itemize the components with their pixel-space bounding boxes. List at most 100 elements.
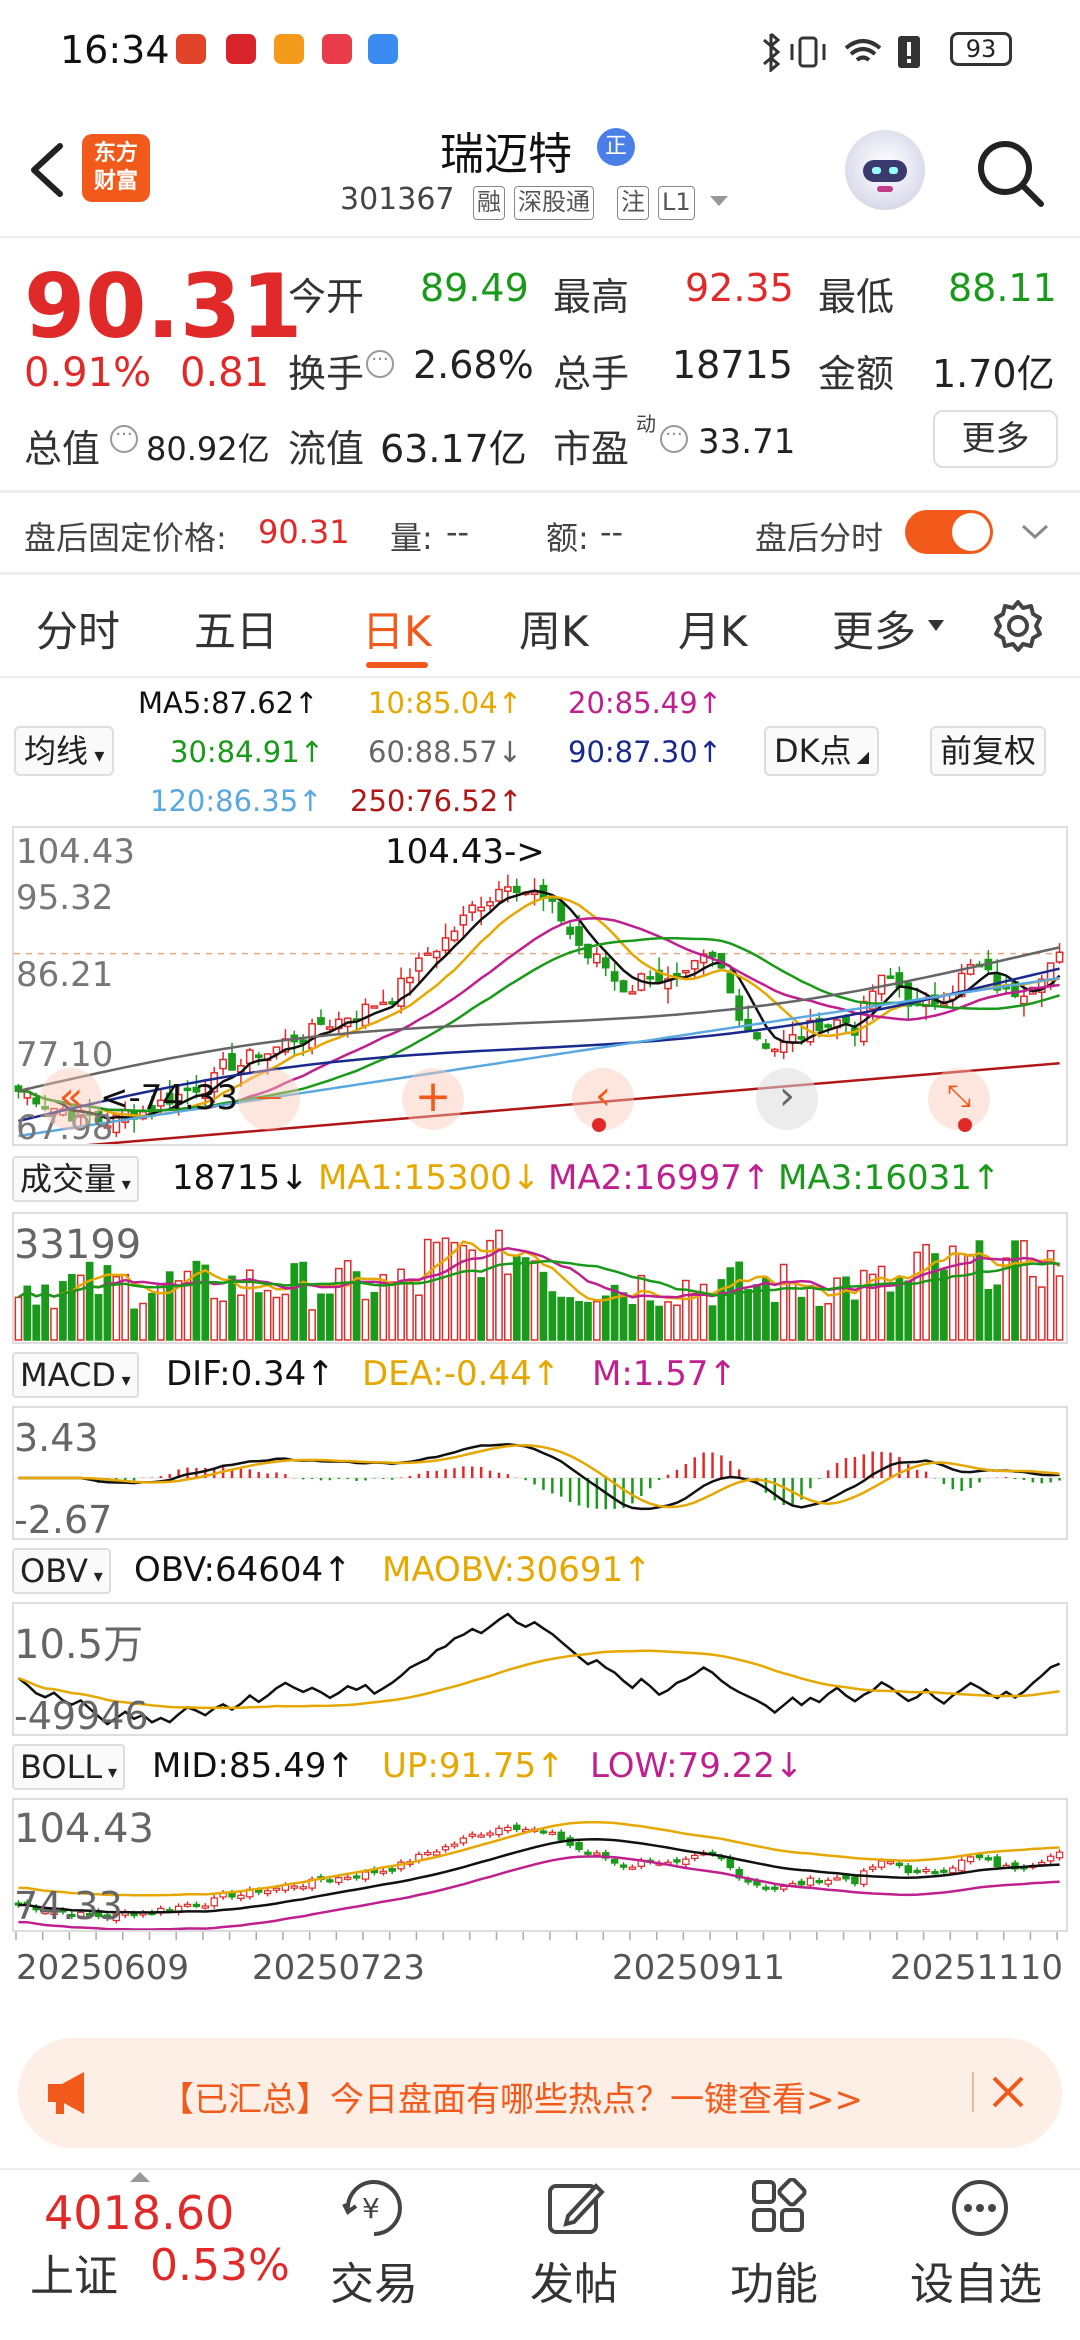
boll-candle-body (50, 1911, 58, 1916)
index-value[interactable]: 4018.60 (44, 2186, 235, 2240)
volume-chart-panel[interactable] (12, 1212, 1068, 1344)
nav-post[interactable]: 发帖 (530, 2259, 618, 2310)
candle-body (575, 926, 583, 946)
obv-y-bottom: -49946 (14, 1694, 149, 1738)
zoom-in-button[interactable]: + (402, 1068, 464, 1130)
tab-five-day[interactable]: 五日 (194, 607, 279, 656)
dk-point-button[interactable]: DK点 ◢ (764, 726, 880, 776)
boll-candle-body (468, 1833, 476, 1837)
volume-bar (379, 1274, 388, 1341)
boll-candle-body (806, 1877, 815, 1886)
tab-daily-k[interactable]: 日K (362, 607, 432, 656)
volume-ma3-line (17, 1260, 1060, 1299)
boll-indicator-select[interactable]: BOLL ▾ (12, 1744, 125, 1790)
boll-candle-body (388, 1867, 396, 1872)
volume-bar (228, 1275, 236, 1341)
volume-bar (343, 1260, 352, 1341)
candle-body (512, 885, 521, 894)
nav-add-watchlist[interactable]: 设自选 (910, 2259, 1042, 2310)
after-hours-toggle[interactable] (905, 510, 993, 554)
info-icon[interactable]: ··· (660, 425, 688, 453)
boll-candle-body (1055, 1851, 1064, 1859)
obv-chart (17, 1612, 1061, 1726)
boll-candle-body (477, 1834, 485, 1838)
volume-bar (23, 1285, 32, 1341)
index-percent[interactable]: 0.53% (150, 2240, 290, 2291)
ma5-value: MA5:87.62↑ (138, 686, 319, 720)
info-icon[interactable]: ··· (366, 350, 394, 378)
nav-trade[interactable]: 交易 (330, 2259, 418, 2310)
price-adjust-button[interactable]: 前复权 (930, 726, 1047, 776)
functions-icon[interactable] (750, 2178, 808, 2236)
robot-icon (863, 160, 907, 192)
boll-candle-body (851, 1876, 859, 1885)
boll-candle-body (824, 1879, 832, 1885)
post-icon[interactable] (546, 2178, 606, 2238)
volume-indicator-select[interactable]: 成交量 ▾ (12, 1156, 139, 1202)
boll-up: UP:91.75↑ (382, 1746, 565, 1786)
boll-candle-body (441, 1846, 450, 1851)
settings-gear-icon[interactable] (990, 598, 1046, 654)
volume-bar (192, 1260, 201, 1341)
candle-body (895, 972, 904, 988)
volume-bar (788, 1282, 797, 1341)
cloud-icon (368, 34, 398, 64)
search-button[interactable] (975, 138, 1045, 208)
more-dots-icon[interactable] (950, 2178, 1010, 2238)
tab-more[interactable]: 更多 (832, 607, 917, 656)
app-logo[interactable]: 东方 财富 (82, 134, 150, 202)
volume-bar (432, 1241, 441, 1341)
trade-icon[interactable]: ¥ (342, 2178, 406, 2238)
promo-banner[interactable] (18, 2038, 1062, 2148)
indicator-select[interactable]: 均线 ▾ (14, 726, 115, 776)
info-icon[interactable]: ··· (110, 425, 138, 453)
assistant-avatar[interactable] (845, 130, 925, 210)
volume-bar (85, 1261, 94, 1341)
boll-candle-body (1046, 1855, 1055, 1862)
tab-monthly-k[interactable]: 月K (678, 607, 748, 656)
back-button[interactable] (22, 140, 72, 200)
boll-candle-body (548, 1831, 557, 1835)
volume-label: 总手 (553, 352, 630, 396)
index-name[interactable]: 上证 (30, 2251, 118, 2302)
scroll-right-button[interactable]: › (756, 1068, 818, 1130)
boll-candle-body (486, 1832, 494, 1836)
close-icon[interactable] (990, 2074, 1026, 2110)
volume-bar (530, 1260, 539, 1341)
macd-indicator-select[interactable]: MACD ▾ (12, 1352, 139, 1398)
boll-chart-panel[interactable] (12, 1798, 1068, 1932)
volume-bar (290, 1263, 299, 1341)
open-label: 今开 (288, 275, 365, 319)
volume-value: 18715↓ (172, 1158, 309, 1198)
candle-body (503, 886, 512, 892)
volume-bar (67, 1273, 76, 1341)
candle-body (557, 901, 566, 922)
macd-chart-panel[interactable] (12, 1406, 1068, 1540)
boll-candle-body (68, 1913, 76, 1918)
boll-candle-body (682, 1858, 690, 1865)
obv-indicator-select[interactable]: OBV ▾ (12, 1548, 111, 1594)
scroll-left-button[interactable]: ‹ (572, 1068, 634, 1130)
candle-body (681, 969, 690, 974)
volume-bar (913, 1251, 922, 1341)
obv-chart-panel[interactable] (12, 1602, 1068, 1736)
volume-bar (370, 1291, 379, 1341)
boll-candle-body (424, 1851, 432, 1856)
more-button[interactable]: 更多 (933, 410, 1058, 468)
tab-intraday[interactable]: 分时 (36, 607, 121, 656)
volume-bar (779, 1263, 788, 1341)
volume-bar (966, 1253, 975, 1341)
scroll-left-fast-button[interactable]: « (40, 1068, 102, 1130)
tab-weekly-k[interactable]: 周K (519, 607, 589, 656)
zoom-out-button[interactable]: — (238, 1068, 300, 1130)
boll-candle-body (459, 1837, 468, 1844)
chevron-down-icon[interactable] (1020, 522, 1050, 542)
kline-chart-panel[interactable] (12, 826, 1068, 1146)
volume-bar (984, 1288, 993, 1341)
chevron-down-icon[interactable] (708, 194, 730, 210)
promo-text: 【已汇总】今日盘面有哪些热点？一键查看>> (160, 2080, 863, 2120)
connect-badge: 深股通 (514, 186, 594, 220)
boll-candle-body (860, 1870, 868, 1885)
nav-functions[interactable]: 功能 (730, 2259, 818, 2310)
dea-line (18, 1444, 1060, 1509)
